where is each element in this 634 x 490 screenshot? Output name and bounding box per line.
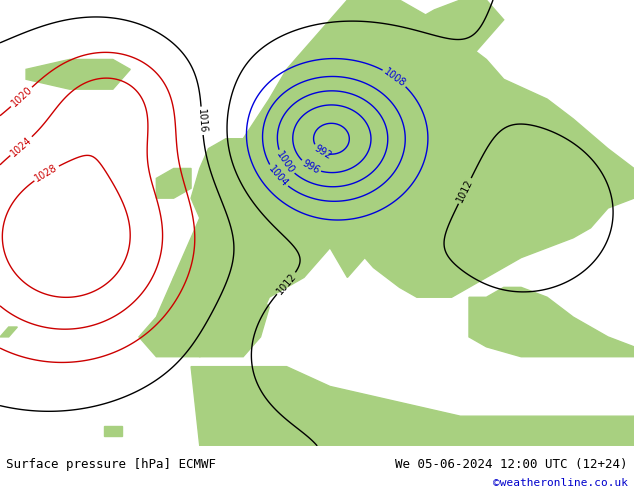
Polygon shape <box>0 327 17 337</box>
Text: 1028: 1028 <box>33 162 60 184</box>
Polygon shape <box>191 367 634 446</box>
Text: 1024: 1024 <box>9 134 34 158</box>
Text: ©weatheronline.co.uk: ©weatheronline.co.uk <box>493 478 628 488</box>
Polygon shape <box>191 139 261 218</box>
Polygon shape <box>104 426 122 436</box>
Text: 1012: 1012 <box>455 178 475 204</box>
Text: Surface pressure [hPa] ECMWF: Surface pressure [hPa] ECMWF <box>6 458 216 471</box>
Polygon shape <box>469 287 634 357</box>
Text: 1016: 1016 <box>196 108 208 133</box>
Polygon shape <box>26 59 130 89</box>
Polygon shape <box>139 0 634 357</box>
Text: 1008: 1008 <box>382 66 408 89</box>
Polygon shape <box>157 169 191 198</box>
Text: 1004: 1004 <box>266 164 290 189</box>
Text: 996: 996 <box>301 158 321 176</box>
Text: 992: 992 <box>312 143 333 161</box>
Polygon shape <box>287 0 504 159</box>
Text: We 05-06-2024 12:00 UTC (12+24): We 05-06-2024 12:00 UTC (12+24) <box>395 458 628 471</box>
Text: 1020: 1020 <box>9 85 34 109</box>
Text: 1000: 1000 <box>274 149 296 175</box>
Polygon shape <box>165 277 269 357</box>
Text: 1012: 1012 <box>275 271 298 296</box>
